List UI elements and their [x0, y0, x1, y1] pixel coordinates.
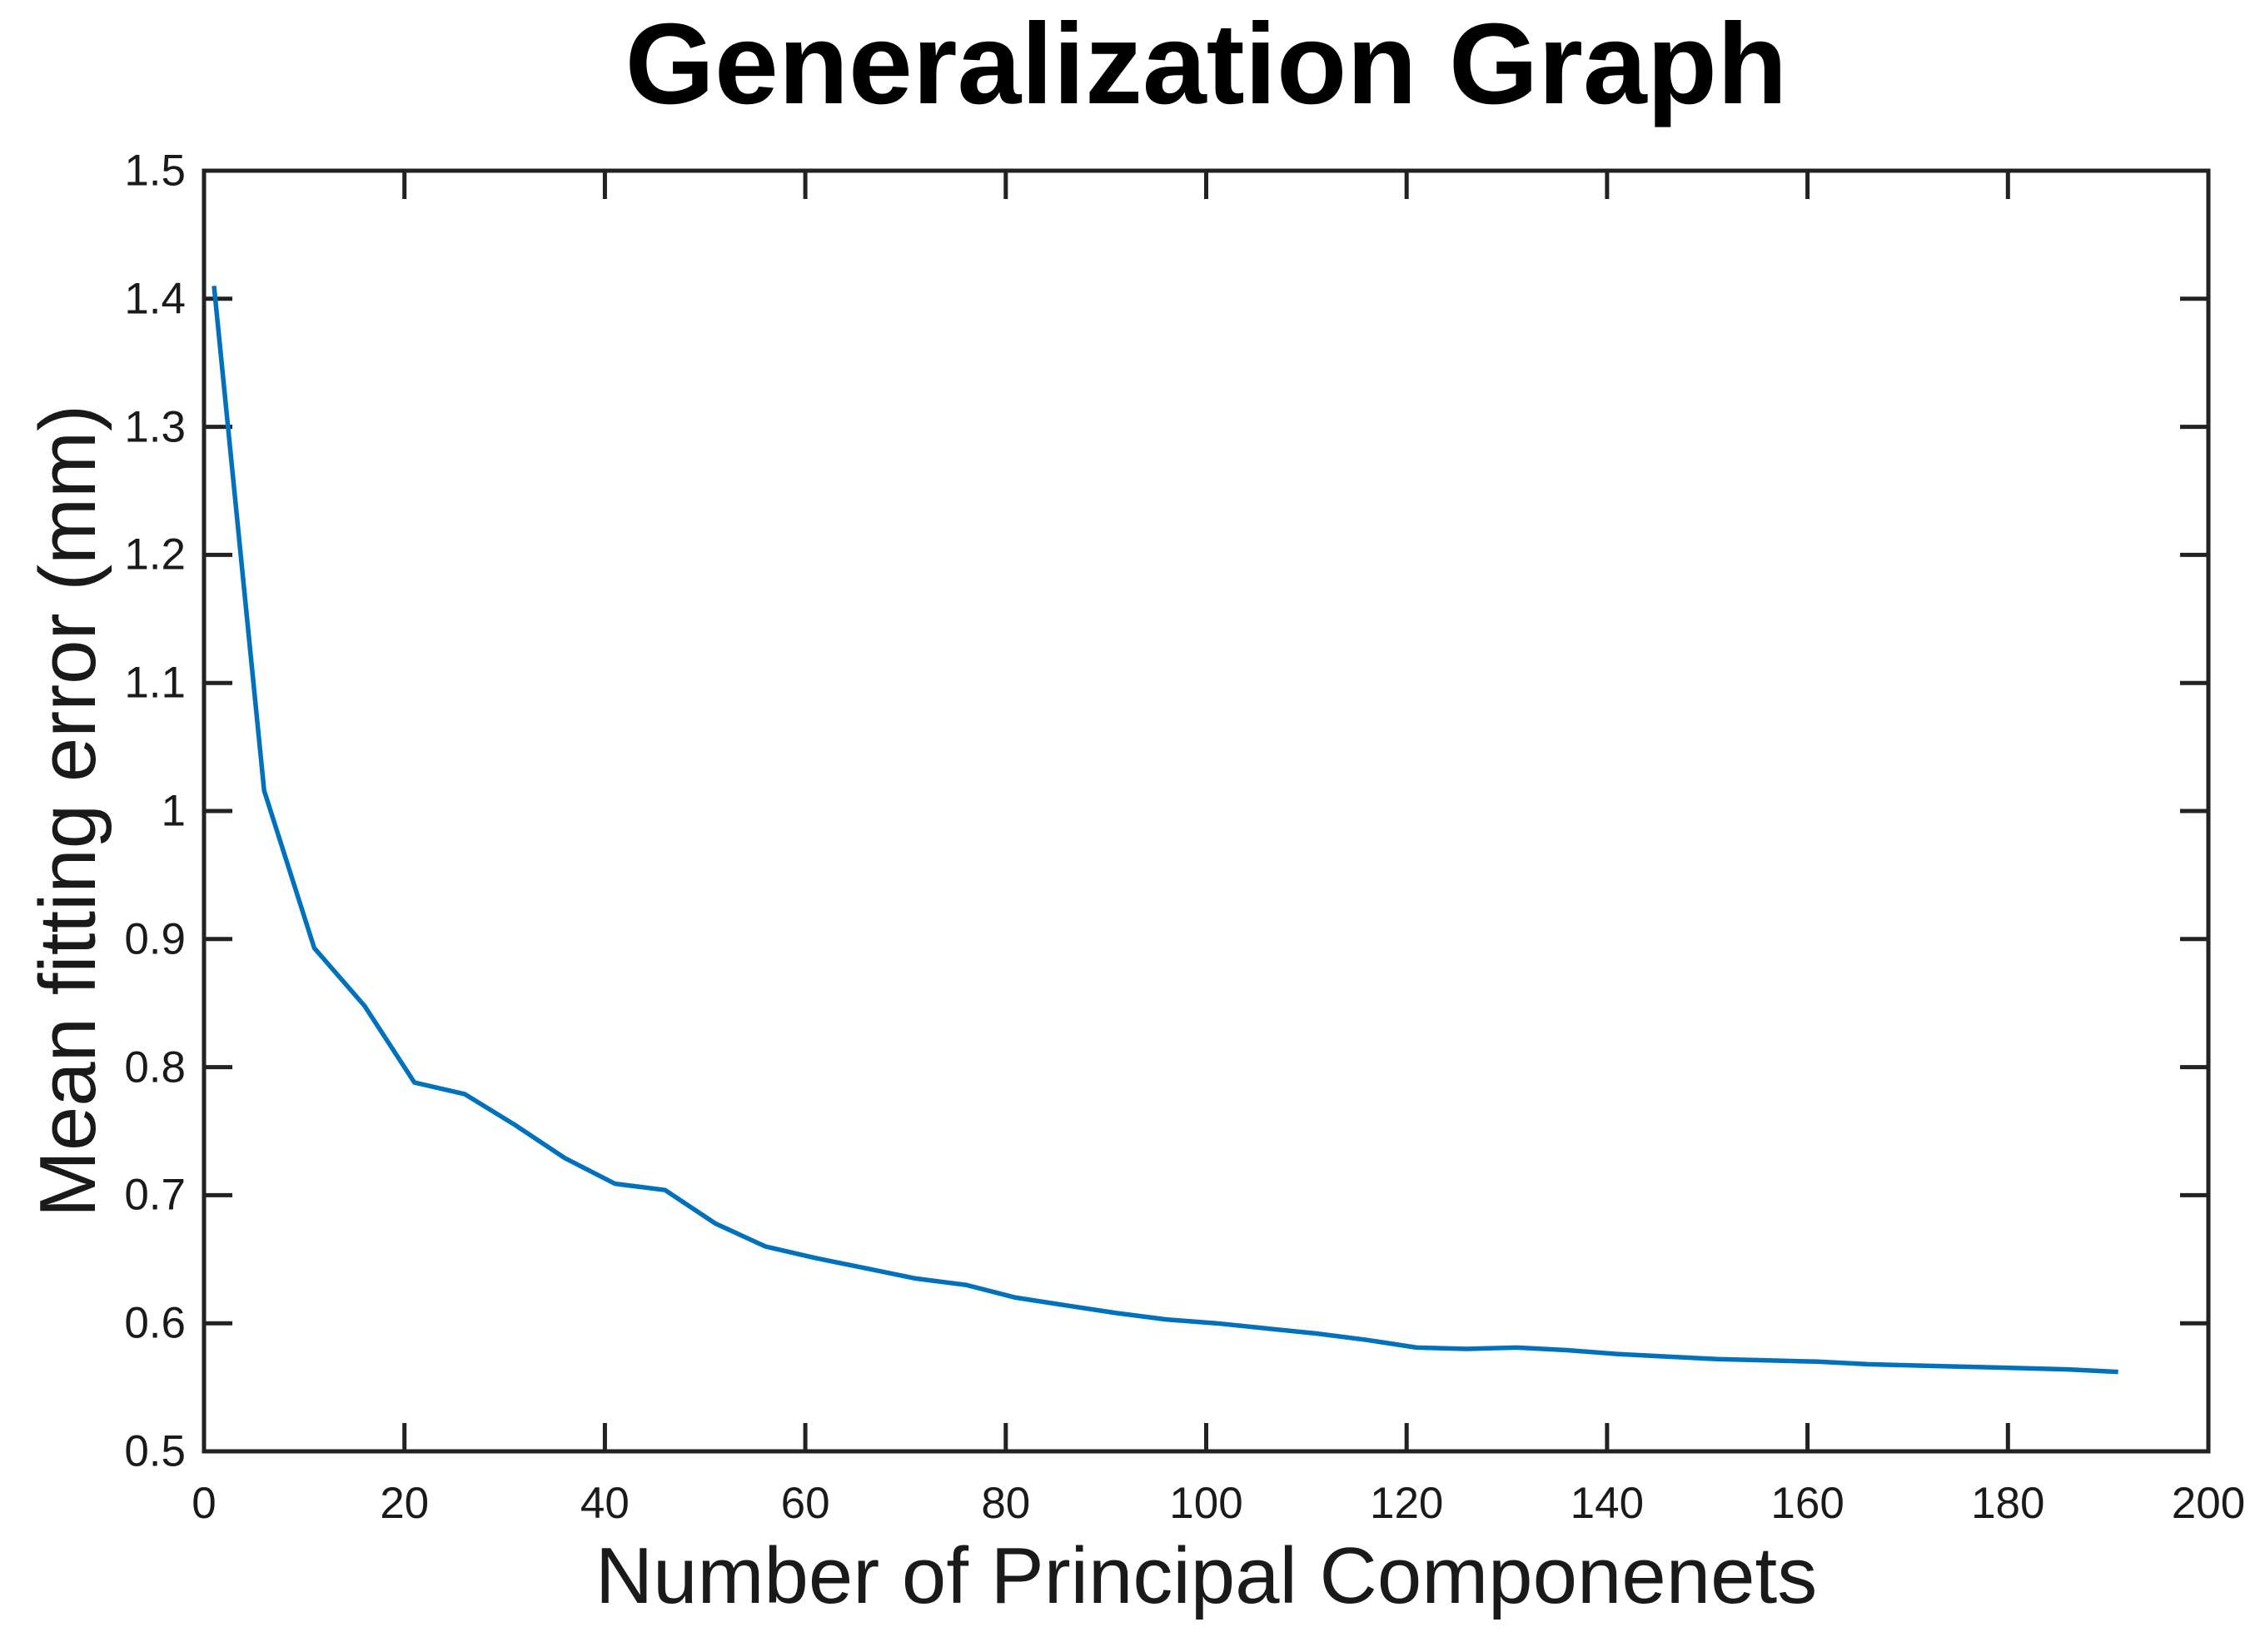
x-axis-label: Number of Principal Componenets	[595, 1531, 1818, 1620]
y-tick-label: 1.5	[124, 146, 186, 196]
x-tick-label: 140	[1570, 1479, 1645, 1528]
y-tick-label: 1.4	[124, 274, 186, 324]
x-tick-label: 120	[1369, 1479, 1444, 1528]
y-tick-label: 0.6	[124, 1298, 186, 1348]
x-tick-label: 40	[580, 1479, 630, 1528]
x-tick-label: 100	[1169, 1479, 1243, 1528]
x-tick-label: 80	[981, 1479, 1031, 1528]
y-tick-label: 1.3	[124, 402, 186, 452]
plot-border	[202, 168, 2211, 1454]
chart-title: Generalization Graph	[625, 0, 1788, 128]
x-tick-label: 200	[2171, 1479, 2246, 1528]
y-tick-label: 0.5	[124, 1426, 186, 1476]
data-line	[212, 286, 2118, 1375]
y-tick-label: 0.8	[124, 1042, 186, 1092]
y-tick-label: 0.7	[124, 1170, 186, 1220]
x-tick-label: 180	[1971, 1479, 2045, 1528]
y-tick-label: 1.1	[124, 658, 186, 708]
x-tick-label: 160	[1770, 1479, 1844, 1528]
y-tick-label: 1	[161, 786, 186, 836]
y-tick-label: 0.9	[124, 914, 186, 964]
x-tick-label: 20	[380, 1479, 430, 1528]
y-tick-label: 1.2	[124, 530, 186, 580]
x-tick-label: 60	[780, 1479, 830, 1528]
x-tick-label: 0	[192, 1479, 217, 1528]
